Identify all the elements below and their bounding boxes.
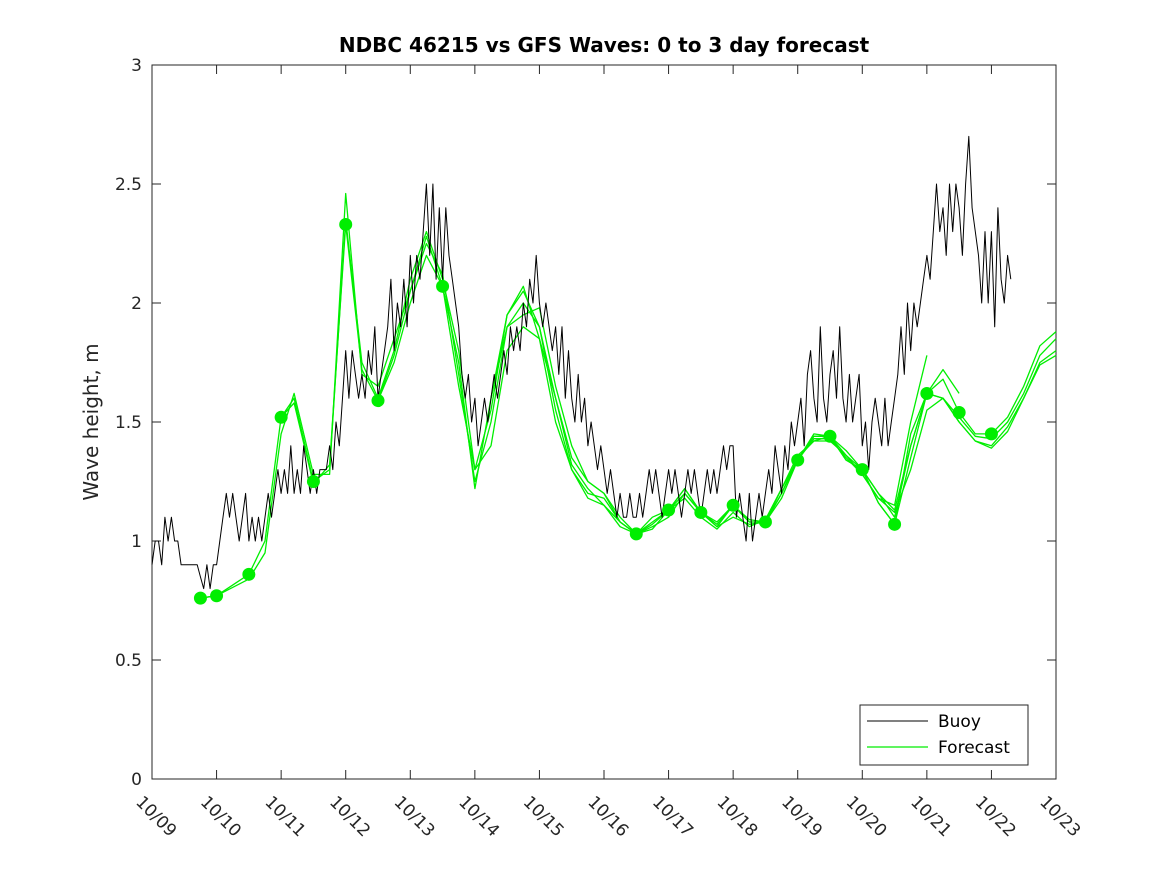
y-tick-label: 1 — [131, 532, 142, 552]
marker-layer — [193, 217, 998, 605]
y-tick-label: 2 — [131, 294, 142, 314]
series-line-buoy — [151, 135, 1012, 590]
legend: Buoy Forecast — [859, 704, 1029, 766]
forecast-marker — [694, 505, 708, 519]
forecast-marker — [662, 503, 676, 517]
legend-label-buoy: Buoy — [938, 712, 981, 732]
forecast-marker — [306, 475, 320, 488]
forecast-marker — [758, 515, 772, 529]
forecast-marker — [952, 405, 966, 419]
forecast-marker — [888, 517, 902, 531]
forecast-marker — [210, 589, 224, 603]
forecast-marker — [855, 463, 869, 477]
forecast-marker — [371, 394, 385, 408]
forecast-marker — [193, 591, 207, 605]
forecast-marker — [920, 386, 934, 400]
y-tick-label: 1.5 — [115, 413, 142, 433]
forecast-marker — [274, 410, 288, 424]
forecast-marker — [242, 567, 256, 581]
legend-box — [859, 704, 1029, 766]
y-tick-label: 0.5 — [115, 651, 142, 671]
forecast-marker — [823, 429, 837, 443]
forecast-marker — [984, 427, 998, 441]
forecast-marker — [726, 498, 740, 512]
forecast-marker — [629, 527, 643, 541]
forecast-marker — [436, 279, 450, 293]
y-tick-label: 2.5 — [115, 175, 142, 195]
series-line-forecast — [764, 354, 1057, 523]
forecast-marker — [339, 217, 353, 231]
y-axis-label: Wave height, m — [79, 343, 103, 500]
chart-title: NDBC 46215 vs GFS Waves: 0 to 3 day fore… — [339, 33, 870, 57]
y-tick-label: 3 — [131, 56, 142, 76]
legend-label-forecast: Forecast — [938, 738, 1010, 758]
y-tick-label: 0 — [131, 770, 142, 790]
forecast-marker — [791, 453, 805, 467]
plot-area: 10/09 10/10 10/11 10/12 10/13 10/14 10/15 10/16… — [115, 56, 1084, 841]
axes-box — [151, 64, 1057, 780]
